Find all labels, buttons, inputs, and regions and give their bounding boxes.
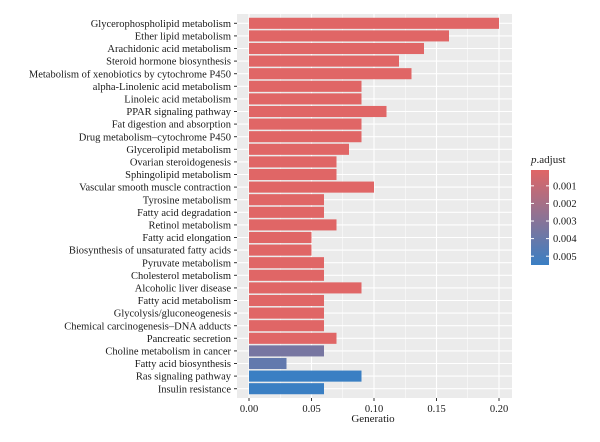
category-label: Pancreatic secretion (147, 334, 232, 345)
category-label: Arachidonic acid metabolism (107, 44, 231, 55)
bar (249, 307, 324, 319)
bar (249, 181, 374, 193)
legend-tick-label: 0.004 (553, 234, 577, 245)
category-label: Drug metabolism–cytochrome P450 (79, 132, 231, 143)
bar (249, 80, 362, 92)
category-label: Glycerolipid metabolism (126, 145, 231, 156)
bar (249, 257, 324, 269)
category-label: PPAR signaling pathway (126, 107, 231, 118)
bar (249, 219, 337, 231)
legend-colorbar (531, 170, 549, 265)
legend-title-rest: .adjust (537, 154, 566, 166)
bar (249, 118, 362, 130)
category-label: Tyrosine metabolism (143, 195, 231, 206)
category-label: Metabolism of xenobiotics by cytochrome … (29, 69, 231, 80)
category-label: Fatty acid elongation (142, 233, 231, 244)
bar (249, 383, 324, 395)
category-label: Fatty acid metabolism (138, 296, 231, 307)
bar (249, 143, 349, 155)
legend-tick-label: 0.001 (553, 181, 577, 192)
category-labels: Glycerophospholipid metabolism Ether lipi… (29, 19, 232, 395)
bar (249, 244, 312, 256)
legend-title-italic: p (530, 154, 537, 166)
bar (249, 345, 324, 357)
x-tick-labels: 0.00 0.05 0.10 0.15 0.20 (240, 404, 508, 415)
category-label: Choline metabolism in cancer (105, 347, 231, 358)
bar (249, 269, 324, 281)
x-axis-title: Generatio (351, 413, 395, 425)
y-ticks (234, 22, 237, 390)
category-label: Fat digestion and absorption (112, 120, 232, 131)
legend-tick-label: 0.005 (553, 252, 577, 263)
category-label: Vascular smooth muscle contraction (79, 183, 232, 194)
bar (249, 42, 424, 55)
bar (249, 55, 399, 67)
category-label: Biosynthesis of unsaturated fatty acids (69, 246, 231, 257)
category-label: Glycerophospholipid metabolism (91, 19, 231, 30)
category-label: Pyruvate metabolism (142, 258, 231, 269)
category-label: Sphingolipid metabolism (125, 170, 231, 181)
bar (249, 131, 362, 143)
bar (249, 30, 449, 42)
bar (249, 357, 287, 370)
category-label: Cholesterol metabolism (131, 271, 231, 282)
category-label: Steroid hormone biosynthesis (106, 57, 231, 68)
category-label: Ovarian steroidogenesis (130, 158, 231, 169)
legend-ticks: 0.001 0.002 0.003 0.004 0.005 (531, 181, 577, 263)
bar (249, 320, 324, 332)
category-label: Retinol metabolism (148, 221, 231, 232)
bars (249, 17, 499, 395)
bar (249, 156, 337, 168)
category-label: Fatty acid biosynthesis (135, 359, 231, 370)
category-label: alpha-Linolenic acid metabolism (93, 82, 231, 93)
category-label: Chemical carcinogenesis–DNA adducts (64, 321, 231, 332)
x-tick-label: 0.10 (365, 404, 383, 415)
category-label: Fatty acid degradation (137, 208, 232, 219)
category-label: Ras signaling pathway (136, 372, 232, 383)
bar (249, 282, 362, 294)
bar (249, 231, 312, 244)
bar (249, 206, 324, 218)
legend-title: p.adjust (530, 154, 566, 166)
bar (249, 294, 324, 307)
bar (249, 370, 362, 382)
bar (249, 194, 324, 206)
bar (249, 93, 362, 105)
category-label: Alcoholic liver disease (135, 284, 232, 295)
category-label: Glycolysis/gluconeogenesis (114, 309, 231, 320)
x-tick-label: 0.05 (302, 404, 320, 415)
bar (249, 105, 387, 118)
bar (249, 168, 337, 181)
bar (249, 68, 412, 80)
color-legend: p.adjust 0.001 0.002 0.003 0.004 0.005 (530, 154, 577, 265)
x-tick-label: 0.20 (490, 404, 508, 415)
category-label: Insulin resistance (158, 384, 232, 395)
bar (249, 17, 499, 29)
legend-tick-label: 0.002 (553, 199, 577, 210)
x-tick-label: 0.00 (240, 404, 258, 415)
category-label: Linoleic acid metabolism (124, 95, 231, 106)
bar (249, 332, 337, 344)
legend-tick-label: 0.003 (553, 217, 577, 228)
x-tick-label: 0.15 (427, 404, 445, 415)
category-label: Ether lipid metabolism (135, 32, 231, 43)
x-ticks (248, 398, 500, 401)
